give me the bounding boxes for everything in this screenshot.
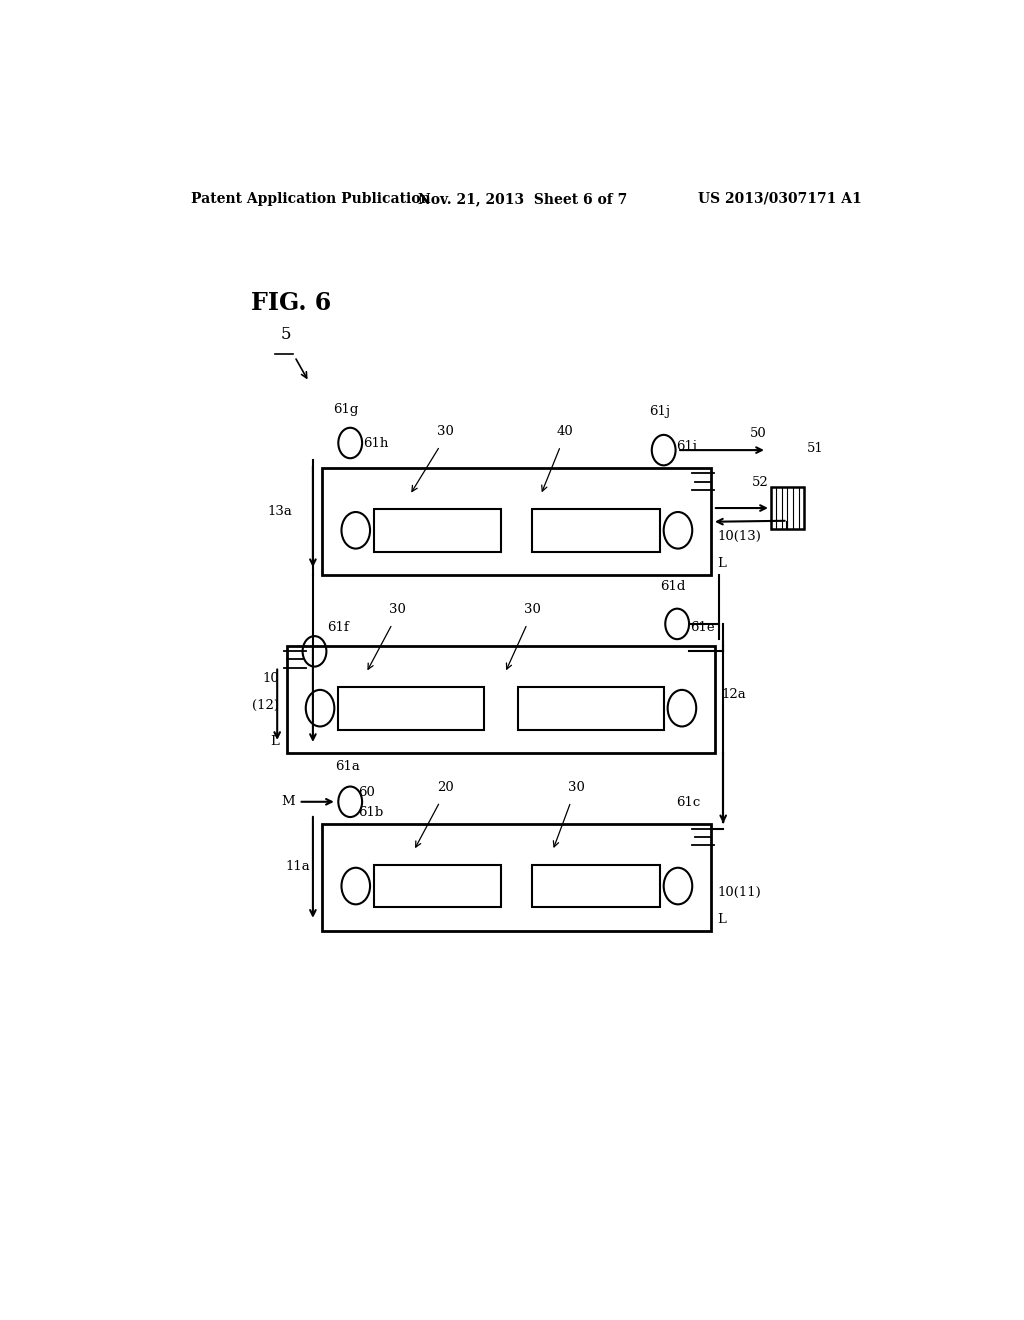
Text: L: L <box>270 735 279 748</box>
Text: Patent Application Publication: Patent Application Publication <box>191 191 431 206</box>
Text: 61g: 61g <box>334 403 359 416</box>
Text: 10(11): 10(11) <box>718 886 762 899</box>
Text: 61i: 61i <box>677 440 697 453</box>
Text: 10(13): 10(13) <box>718 531 762 543</box>
Text: 30: 30 <box>568 780 585 793</box>
Text: 30: 30 <box>524 603 541 615</box>
Text: 61h: 61h <box>362 437 388 450</box>
Text: L: L <box>718 557 726 570</box>
Text: US 2013/0307171 A1: US 2013/0307171 A1 <box>697 191 861 206</box>
Text: 61f: 61f <box>328 622 349 634</box>
Text: 61a: 61a <box>336 760 360 774</box>
Text: 61j: 61j <box>649 405 671 417</box>
Bar <box>287 647 716 752</box>
Bar <box>532 865 659 907</box>
Text: 12a: 12a <box>722 688 746 701</box>
Bar <box>323 469 712 576</box>
Text: 13a: 13a <box>267 504 292 517</box>
Text: 5: 5 <box>281 326 291 343</box>
Bar <box>771 487 804 529</box>
Bar <box>374 865 502 907</box>
Text: 51: 51 <box>807 442 823 455</box>
Text: 61b: 61b <box>358 807 383 818</box>
Text: 61d: 61d <box>660 581 686 594</box>
Bar <box>518 686 664 730</box>
Text: 20: 20 <box>437 780 454 793</box>
Text: (12): (12) <box>252 698 279 711</box>
Bar <box>532 510 659 552</box>
Text: 61c: 61c <box>677 796 700 809</box>
Text: 60: 60 <box>358 785 375 799</box>
Text: FIG. 6: FIG. 6 <box>251 290 331 314</box>
Text: 30: 30 <box>389 603 407 615</box>
Text: Nov. 21, 2013  Sheet 6 of 7: Nov. 21, 2013 Sheet 6 of 7 <box>418 191 627 206</box>
Bar <box>374 510 502 552</box>
Text: 52: 52 <box>752 475 768 488</box>
Text: 30: 30 <box>437 425 454 438</box>
Text: 61e: 61e <box>690 622 715 634</box>
Text: L: L <box>718 913 726 925</box>
Text: 11a: 11a <box>286 861 310 874</box>
Text: M: M <box>281 795 295 808</box>
Text: 10: 10 <box>262 672 279 685</box>
Text: 40: 40 <box>556 425 572 438</box>
Bar <box>338 686 484 730</box>
Text: 50: 50 <box>751 426 767 440</box>
Bar <box>323 824 712 931</box>
